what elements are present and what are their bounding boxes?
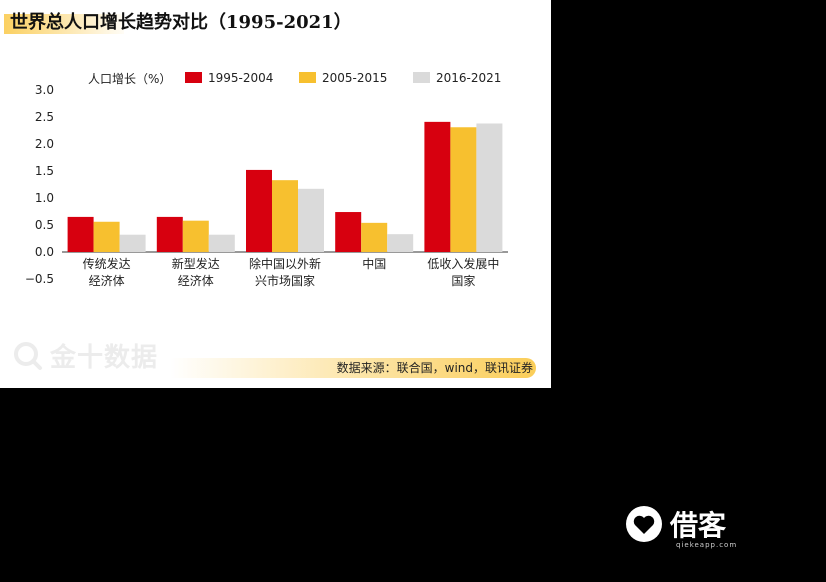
y-tick-label: 1.5	[35, 164, 54, 178]
brand-logo: 借客	[624, 504, 726, 544]
brand-subtext: qiekeapp.com	[676, 541, 738, 549]
heart-logo-icon	[626, 506, 662, 542]
legend-label-2: 2005-2015	[322, 71, 387, 85]
bar-2016-2021-3	[298, 188, 324, 252]
legend-swatch-3	[413, 72, 430, 83]
x-tick-label: 传统发达	[83, 256, 131, 271]
x-tick-label: 新型发达	[172, 256, 220, 271]
legend-label-1: 1995-2004	[208, 71, 273, 85]
legend-swatch-2	[299, 72, 316, 83]
bar-2016-2021-1	[119, 234, 146, 252]
legend-swatch-1	[185, 72, 202, 83]
bar-1995-2004-5	[424, 121, 451, 252]
source-highlight-bar	[170, 358, 536, 378]
bar-2005-2015-4	[361, 222, 388, 252]
y-tick-label: 2.0	[35, 137, 54, 151]
chart-card: 世界总人口增长趋势对比（1995-2021） 人口增长（%） 1995-2004 2…	[0, 0, 551, 388]
y-tick-label: 0.5	[35, 218, 54, 232]
chart-title: 世界总人口增长趋势对比（1995-2021）	[10, 12, 352, 33]
legend-label-3: 2016-2021	[436, 71, 501, 85]
y-tick-label: 3.0	[35, 83, 54, 97]
brand-text: 借客	[670, 509, 727, 542]
source-note: 数据来源：联合国，wind，联讯证券	[336, 361, 533, 375]
x-tick-label: 低收入发展中	[427, 256, 499, 271]
y-tick-label: 2.5	[35, 110, 54, 124]
bar-1995-2004-2	[156, 216, 183, 252]
title-highlight-bar	[4, 14, 124, 34]
bar-2005-2015-3	[272, 180, 298, 252]
bar-1995-2004-4	[335, 212, 362, 252]
y-tick-label: −0.5	[25, 272, 54, 286]
x-tick-label: 兴市场国家	[255, 273, 315, 288]
y-tick-label: 1.0	[35, 191, 54, 205]
x-tick-label: 经济体	[178, 273, 214, 288]
bar-1995-2004-1	[67, 216, 94, 252]
magnifier-logo-icon	[14, 341, 42, 370]
y-axis-label: 人口增长（%）	[88, 72, 171, 86]
y-tick-label: 0.0	[35, 245, 54, 259]
bar-chart: 人口增长（%） 1995-2004 2005-2015 2016-2021 3.0 2.5…	[25, 71, 508, 288]
x-tick-label: 国家	[451, 273, 475, 288]
bar-2005-2015-5	[450, 127, 477, 252]
bar-2016-2021-2	[208, 234, 235, 252]
bar-2016-2021-4	[387, 234, 414, 252]
watermark-text: 金十数据	[50, 343, 159, 373]
bar-2016-2021-5	[476, 123, 503, 252]
x-tick-label: 除中国以外新	[249, 256, 321, 271]
bar-2005-2015-1	[93, 221, 120, 252]
bar-2005-2015-2	[182, 220, 209, 252]
bar-1995-2004-3	[246, 169, 272, 252]
x-tick-label: 中国	[362, 256, 386, 271]
x-tick-label: 经济体	[89, 273, 125, 288]
watermark-logo: 金十数据	[12, 337, 158, 374]
